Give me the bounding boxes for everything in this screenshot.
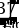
Bar (13, 17, 14, 23)
Text: Figure 8.  The interaction energies of the π-(H₂O)₁₋₄ complexes. The energies ha: Figure 8. The interaction energies of th… (2, 25, 19, 28)
Bar (6, 17, 7, 20)
Bar (15, 17, 16, 23)
Text: 137: 137 (0, 1, 17, 17)
Bar (14, 17, 15, 18)
Bar (7, 17, 8, 24)
Bar (12, 17, 13, 22)
Text: Figure 7.  The optimal structures (MP2/aug-cc-pVDZ) of the π-(H₂O)₁₋₄ clusters (: Figure 7. The optimal structures (MP2/au… (2, 18, 19, 28)
Bar (11, 17, 12, 18)
Legend: W1, W2, W3, W4: W1, W2, W3, W4 (0, 0, 10, 18)
Bar (9, 17, 10, 20)
Bar (10, 17, 11, 24)
